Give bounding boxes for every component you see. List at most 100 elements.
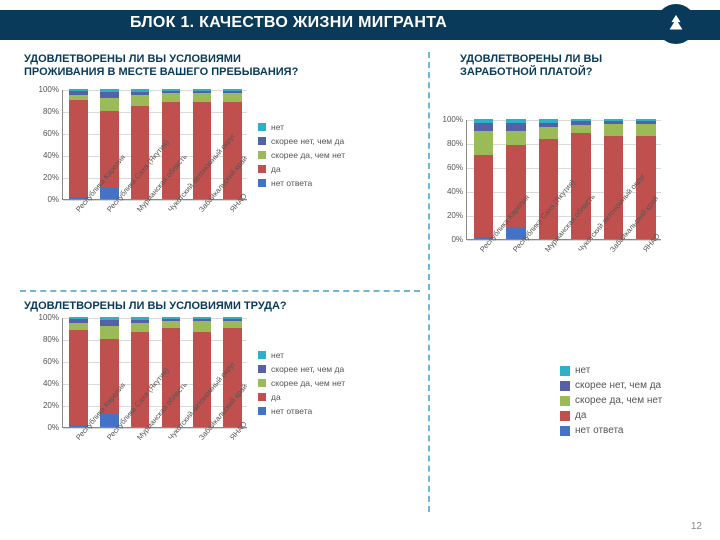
legend-swatch bbox=[258, 351, 266, 359]
tree-icon bbox=[665, 13, 687, 35]
legend-swatch bbox=[560, 411, 570, 421]
legend-row: да bbox=[258, 164, 345, 174]
bar-segment bbox=[223, 89, 242, 91]
gridline bbox=[63, 134, 247, 135]
bar-segment bbox=[131, 89, 150, 92]
bar-segment bbox=[131, 320, 150, 322]
chart-salary-legend: нет скорее нет, чем да скорее да, чем нет д… bbox=[560, 365, 662, 440]
bar-segment bbox=[69, 330, 88, 425]
ytick-label: 20% bbox=[29, 173, 59, 182]
ytick-label: 100% bbox=[29, 313, 59, 322]
legend-label: скорее нет, чем да bbox=[575, 380, 661, 391]
bar-segment bbox=[162, 319, 181, 321]
ytick-label: 60% bbox=[29, 129, 59, 138]
bar-segment bbox=[193, 317, 212, 319]
bar-segment bbox=[604, 124, 624, 136]
ytick-label: 0% bbox=[29, 423, 59, 432]
legend-row: нет bbox=[258, 122, 345, 132]
legend-swatch bbox=[258, 137, 266, 145]
ytick-label: 40% bbox=[29, 151, 59, 160]
ytick-label: 80% bbox=[433, 139, 463, 148]
legend-label: нет ответа bbox=[271, 178, 312, 188]
chart-labor-legend: нет скорее нет, чем да скорее да, чем нет д… bbox=[258, 350, 345, 420]
bar-segment bbox=[636, 119, 656, 121]
ytick-label: 100% bbox=[29, 85, 59, 94]
ytick-label: 60% bbox=[29, 357, 59, 366]
legend-row: скорее да, чем нет bbox=[560, 395, 662, 406]
ytick-label: 0% bbox=[29, 195, 59, 204]
bar-segment bbox=[100, 320, 119, 326]
bar-segment bbox=[162, 321, 181, 328]
bar-segment bbox=[193, 93, 212, 102]
legend-row: нет ответа bbox=[258, 406, 345, 416]
gridline bbox=[63, 112, 247, 113]
ytick-label: 40% bbox=[433, 187, 463, 196]
legend-swatch bbox=[258, 379, 266, 387]
bar-segment bbox=[100, 317, 119, 320]
chart-salary-title: УДОВЛЕТВОРЕНЫ ЛИ ВЫ ЗАРАБОТНОЙ ПЛАТОЙ? bbox=[460, 53, 610, 79]
gridline bbox=[467, 144, 661, 145]
legend-label: да bbox=[271, 392, 281, 402]
ytick-label: 60% bbox=[433, 163, 463, 172]
gridline bbox=[467, 120, 661, 121]
bar-segment bbox=[474, 119, 494, 123]
bar-segment bbox=[69, 100, 88, 197]
legend-swatch bbox=[560, 366, 570, 376]
ytick-label: 20% bbox=[433, 211, 463, 220]
bar-segment bbox=[223, 319, 242, 321]
legend-swatch bbox=[258, 151, 266, 159]
bar-segment bbox=[223, 91, 242, 93]
legend-swatch bbox=[560, 396, 570, 406]
legend-label: нет ответа bbox=[575, 425, 624, 436]
bar-column bbox=[69, 317, 88, 427]
legend-row: да bbox=[560, 410, 662, 421]
legend-row: нет ответа bbox=[560, 425, 662, 436]
bar-segment bbox=[474, 155, 494, 237]
bar-segment bbox=[636, 121, 656, 123]
bar-segment bbox=[636, 124, 656, 136]
legend-label: нет ответа bbox=[271, 406, 312, 416]
divider-horizontal bbox=[20, 290, 420, 292]
bar-segment bbox=[223, 93, 242, 102]
logo bbox=[656, 4, 696, 44]
gridline bbox=[63, 178, 247, 179]
ytick-label: 80% bbox=[29, 107, 59, 116]
chart-labor-title: УДОВЛЕТВОРЕНЫ ЛИ ВЫ УСЛОВИЯМИ ТРУДА? bbox=[24, 300, 304, 313]
bar-column bbox=[474, 119, 494, 239]
bar-segment bbox=[131, 317, 150, 320]
bar-segment bbox=[571, 125, 591, 133]
bar-segment bbox=[100, 89, 119, 92]
gridline bbox=[63, 362, 247, 363]
bar-segment bbox=[474, 123, 494, 131]
gridline bbox=[467, 216, 661, 217]
bar-segment bbox=[162, 93, 181, 102]
legend-label: скорее нет, чем да bbox=[271, 136, 344, 146]
legend-row: скорее нет, чем да bbox=[258, 136, 345, 146]
bar-segment bbox=[131, 92, 150, 94]
legend-row: да bbox=[258, 392, 345, 402]
gridline bbox=[63, 90, 247, 91]
bar-segment bbox=[604, 121, 624, 123]
chart-living-legend: нетскорее нет, чем даскорее да, чем нетд… bbox=[258, 122, 345, 192]
bar-segment bbox=[69, 323, 88, 331]
legend-label: скорее да, чем нет bbox=[271, 378, 345, 388]
legend-swatch bbox=[258, 407, 266, 415]
legend-swatch bbox=[560, 381, 570, 391]
bar-segment bbox=[506, 131, 526, 145]
bar-segment bbox=[69, 95, 88, 101]
bar-segment bbox=[162, 317, 181, 319]
legend-row: скорее нет, чем да bbox=[258, 364, 345, 374]
legend-swatch bbox=[258, 393, 266, 401]
bar-segment bbox=[69, 89, 88, 91]
slide-title: БЛОК 1. КАЧЕСТВО ЖИЗНИ МИГРАНТА bbox=[130, 14, 447, 32]
legend-swatch bbox=[560, 426, 570, 436]
ytick-label: 100% bbox=[433, 115, 463, 124]
bar-segment bbox=[604, 119, 624, 121]
legend-row: нет bbox=[258, 350, 345, 360]
bar-column bbox=[69, 89, 88, 199]
bar-segment bbox=[571, 119, 591, 121]
legend-row: нет bbox=[560, 365, 662, 376]
gridline bbox=[63, 340, 247, 341]
chart-living-title: УДОВЛЕТВОРЕНЫ ЛИ ВЫ УСЛОВИЯМИ ПРОЖИВАНИЯ… bbox=[24, 53, 304, 79]
ytick-label: 20% bbox=[29, 401, 59, 410]
